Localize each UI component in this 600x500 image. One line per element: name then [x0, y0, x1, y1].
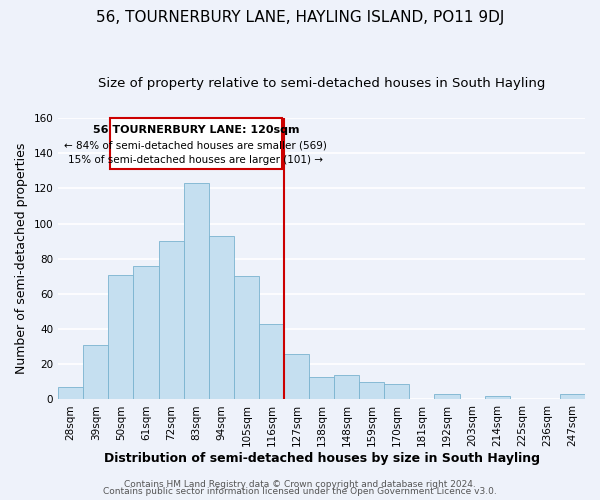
- Bar: [359, 382, 385, 400]
- Bar: [385, 384, 409, 400]
- Bar: [184, 183, 209, 400]
- X-axis label: Distribution of semi-detached houses by size in South Hayling: Distribution of semi-detached houses by …: [104, 452, 539, 465]
- Bar: [158, 241, 184, 400]
- Bar: [58, 387, 83, 400]
- Bar: [434, 394, 460, 400]
- Bar: [234, 276, 259, 400]
- Bar: [485, 396, 510, 400]
- Title: Size of property relative to semi-detached houses in South Hayling: Size of property relative to semi-detach…: [98, 78, 545, 90]
- Y-axis label: Number of semi-detached properties: Number of semi-detached properties: [15, 143, 28, 374]
- Text: 15% of semi-detached houses are larger (101) →: 15% of semi-detached houses are larger (…: [68, 155, 323, 165]
- Bar: [133, 266, 158, 400]
- Text: ← 84% of semi-detached houses are smaller (569): ← 84% of semi-detached houses are smalle…: [64, 141, 327, 151]
- Bar: [284, 354, 309, 400]
- Bar: [560, 394, 585, 400]
- Bar: [109, 274, 133, 400]
- Text: 56 TOURNERBURY LANE: 120sqm: 56 TOURNERBURY LANE: 120sqm: [92, 125, 299, 135]
- Text: 56, TOURNERBURY LANE, HAYLING ISLAND, PO11 9DJ: 56, TOURNERBURY LANE, HAYLING ISLAND, PO…: [96, 10, 504, 25]
- Bar: [309, 376, 334, 400]
- Text: Contains public sector information licensed under the Open Government Licence v3: Contains public sector information licen…: [103, 487, 497, 496]
- FancyBboxPatch shape: [110, 118, 282, 169]
- Bar: [259, 324, 284, 400]
- Bar: [83, 345, 109, 400]
- Bar: [334, 375, 359, 400]
- Text: Contains HM Land Registry data © Crown copyright and database right 2024.: Contains HM Land Registry data © Crown c…: [124, 480, 476, 489]
- Bar: [209, 236, 234, 400]
